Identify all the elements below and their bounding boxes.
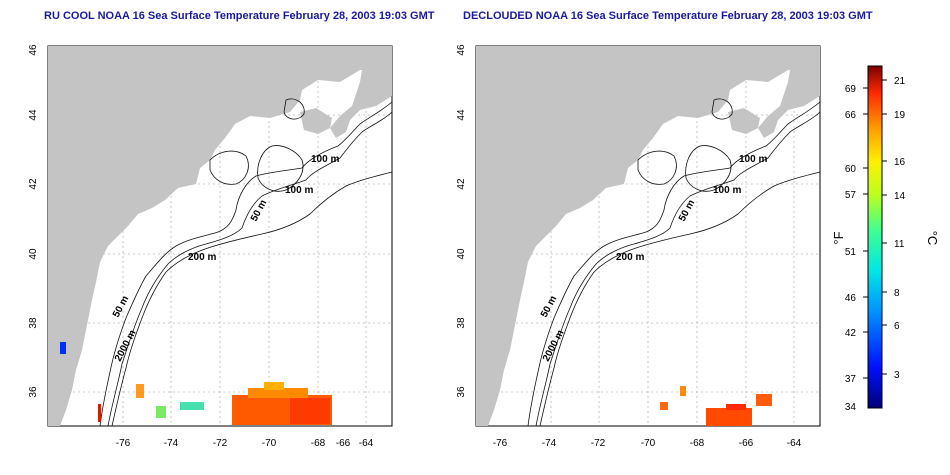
y-axis-ticks: 36 38 40 42 44 46 <box>456 44 467 398</box>
svg-text:38: 38 <box>28 317 39 329</box>
svg-text:-66: -66 <box>739 438 754 449</box>
svg-text:42: 42 <box>845 328 857 339</box>
svg-text:8: 8 <box>894 288 900 299</box>
svg-text:69: 69 <box>845 84 857 95</box>
svg-text:-76: -76 <box>116 438 131 449</box>
svg-text:-70: -70 <box>641 438 656 449</box>
land-mass <box>48 46 392 426</box>
svg-text:60: 60 <box>845 164 857 175</box>
sst-data-patches <box>60 342 332 425</box>
fahrenheit-unit-label: °F <box>831 231 846 244</box>
temperature-colorbar: 69 66 60 57 51 46 42 37 34 21 19 16 14 1… <box>831 65 940 413</box>
svg-text:100 m: 100 m <box>739 154 767 165</box>
right-panel-title: DECLOUDED NOAA 16 Sea Surface Temperatur… <box>463 10 873 22</box>
svg-text:21: 21 <box>894 76 906 87</box>
celsius-unit-label: °C <box>925 231 940 246</box>
svg-text:-72: -72 <box>213 438 228 449</box>
svg-text:11: 11 <box>894 239 905 250</box>
x-axis-ticks: -76 -74 -72 -70 -68 -66 -64 <box>493 438 802 449</box>
svg-text:-68: -68 <box>690 438 705 449</box>
svg-text:-66: -66 <box>336 438 351 449</box>
svg-text:46: 46 <box>845 293 857 304</box>
svg-text:46: 46 <box>456 44 467 56</box>
svg-text:200 m: 200 m <box>188 252 216 263</box>
svg-text:36: 36 <box>456 386 467 398</box>
svg-text:44: 44 <box>456 109 467 121</box>
svg-text:16: 16 <box>894 157 906 168</box>
left-panel-title: RU COOL NOAA 16 Sea Surface Temperature … <box>44 10 435 22</box>
fahrenheit-tick-marks <box>863 87 868 379</box>
svg-text:-64: -64 <box>787 438 802 449</box>
svg-text:100 m: 100 m <box>285 185 313 196</box>
left-sst-map: 100 m 100 m 50 m 200 m 50 m 2000 m -76 -… <box>28 44 393 449</box>
svg-text:40: 40 <box>456 248 467 260</box>
y-axis-ticks: 36 38 40 42 44 46 <box>28 44 39 398</box>
svg-text:37: 37 <box>845 374 857 385</box>
svg-text:38: 38 <box>456 317 467 329</box>
svg-text:66: 66 <box>845 110 857 121</box>
svg-text:-76: -76 <box>493 438 508 449</box>
svg-text:6: 6 <box>894 321 900 332</box>
svg-text:-74: -74 <box>164 438 179 449</box>
bathymetry-contours <box>99 98 393 427</box>
svg-text:-68: -68 <box>311 438 326 449</box>
svg-text:-72: -72 <box>591 438 606 449</box>
svg-text:36: 36 <box>28 386 39 398</box>
svg-text:46: 46 <box>28 44 39 56</box>
land-mass <box>476 46 820 426</box>
svg-text:-74: -74 <box>542 438 557 449</box>
grid-lines <box>48 46 392 426</box>
svg-text:100 m: 100 m <box>713 185 741 196</box>
svg-text:100 m: 100 m <box>311 154 339 165</box>
celsius-ticks: 21 19 16 14 11 8 6 3 <box>894 76 906 381</box>
svg-text:34: 34 <box>845 402 857 413</box>
svg-text:51: 51 <box>845 247 857 258</box>
svg-text:200 m: 200 m <box>616 252 644 263</box>
celsius-tick-marks <box>882 79 887 375</box>
svg-text:40: 40 <box>28 248 39 260</box>
x-axis-ticks: -76 -74 -72 -70 -68 -66 -64 <box>116 438 374 449</box>
grid-lines <box>476 46 820 426</box>
fahrenheit-ticks: 69 66 60 57 51 46 42 37 34 <box>845 84 857 413</box>
svg-text:3: 3 <box>894 370 900 381</box>
sst-data-patches <box>660 386 772 426</box>
right-sst-map: 100 m 100 m 50 m 200 m 50 m 2000 m -76 -… <box>456 44 821 449</box>
svg-text:-70: -70 <box>262 438 277 449</box>
svg-text:42: 42 <box>456 178 467 190</box>
svg-text:42: 42 <box>28 178 39 190</box>
svg-text:14: 14 <box>894 191 906 202</box>
bathymetry-contours <box>527 98 821 427</box>
svg-text:57: 57 <box>845 190 857 201</box>
svg-text:19: 19 <box>894 110 906 121</box>
svg-text:44: 44 <box>28 109 39 121</box>
svg-text:-64: -64 <box>359 438 374 449</box>
